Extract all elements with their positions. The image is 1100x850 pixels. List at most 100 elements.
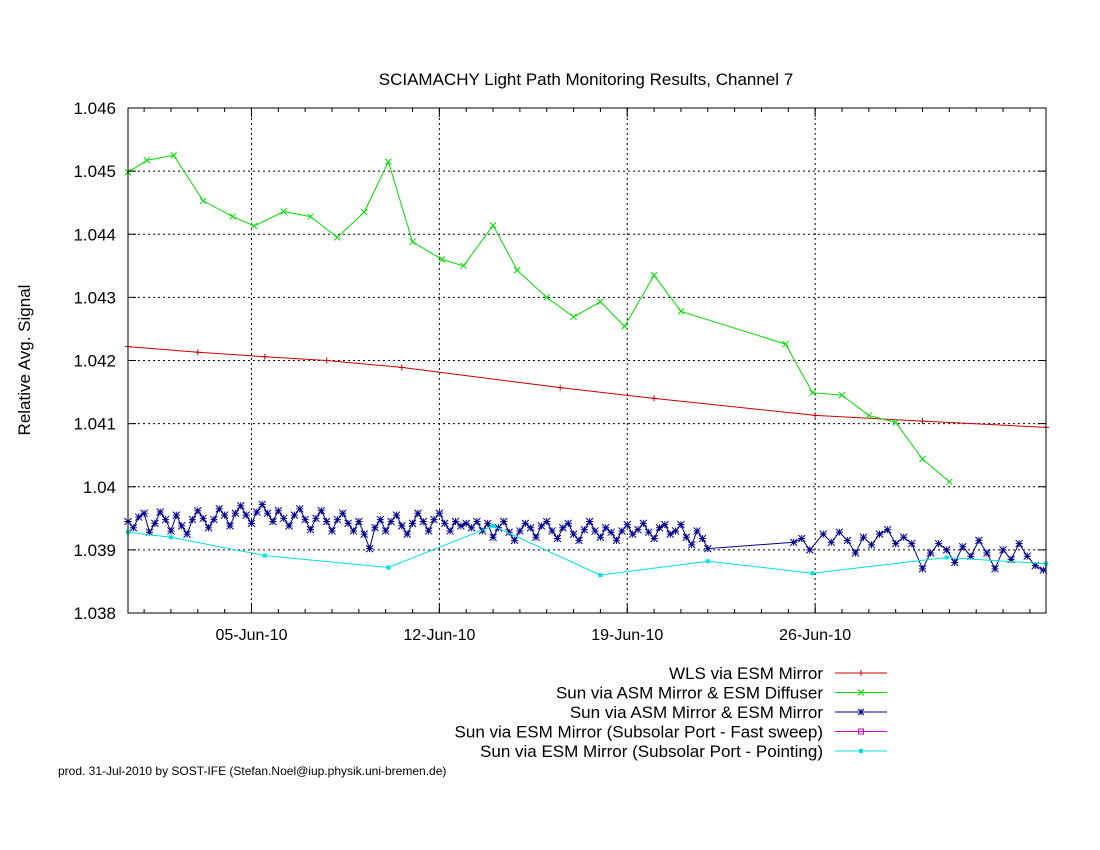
star-marker — [660, 520, 669, 529]
x-marker — [782, 340, 789, 348]
star-marker — [226, 522, 234, 530]
x-marker — [650, 271, 658, 279]
star-marker — [867, 540, 876, 549]
star-marker — [397, 522, 406, 530]
x-tick-label: 05-Jun-10 — [215, 627, 287, 644]
star-marker — [269, 517, 277, 526]
star-marker — [258, 500, 267, 509]
star-marker — [483, 519, 492, 528]
star-marker — [789, 538, 798, 547]
star-marker — [666, 530, 675, 538]
series-line — [127, 525, 1047, 576]
plus-marker — [557, 384, 564, 391]
star-marker — [424, 527, 433, 535]
filled-square-marker — [491, 523, 496, 528]
plus-marker — [919, 418, 926, 425]
star-marker — [1023, 552, 1032, 561]
star-marker — [569, 530, 578, 538]
star-marker — [975, 536, 983, 545]
star-marker — [274, 506, 283, 515]
x-marker — [280, 208, 288, 215]
x-marker — [409, 238, 416, 246]
chart-title: SCIAMACHY Light Path Monitoring Results,… — [379, 70, 794, 89]
star-marker — [494, 523, 503, 532]
star-marker — [698, 534, 707, 543]
star-marker — [907, 539, 916, 548]
star-marker — [478, 527, 487, 535]
star-marker — [575, 536, 583, 545]
star-marker — [365, 544, 374, 553]
star-marker — [950, 558, 959, 567]
star-marker — [687, 540, 696, 549]
star-marker — [537, 522, 546, 530]
filled-square-marker — [168, 535, 173, 540]
star-marker — [263, 509, 272, 518]
star-marker — [236, 501, 245, 510]
star-marker — [301, 515, 310, 524]
star-marker — [612, 536, 621, 545]
star-marker — [381, 527, 390, 535]
star-marker — [252, 508, 261, 516]
star-marker — [580, 525, 589, 534]
star-marker — [446, 527, 454, 535]
x-marker — [677, 307, 685, 315]
star-marker — [639, 519, 648, 528]
star-marker — [655, 523, 664, 532]
star-marker — [1039, 566, 1048, 574]
star-marker — [516, 527, 524, 535]
star-marker — [328, 527, 336, 535]
star-marker — [129, 523, 138, 532]
x-marker — [513, 266, 521, 274]
star-marker — [499, 517, 508, 526]
star-marker — [693, 527, 701, 535]
star-marker — [440, 519, 449, 528]
series-2 — [124, 500, 1048, 574]
x-marker — [307, 213, 314, 220]
y-tick-label: 1.042 — [73, 352, 116, 371]
star-marker — [926, 549, 935, 557]
star-marker — [843, 536, 852, 545]
star-marker — [172, 511, 181, 520]
star-marker — [451, 517, 460, 526]
x-marker — [143, 157, 151, 164]
star-marker — [634, 525, 642, 534]
ticks: 1.038 1.039 1.04 1.041 1.042 1.043 1.044 1.045 1… — [73, 99, 1046, 644]
star-marker — [857, 708, 865, 716]
star-marker — [797, 534, 806, 543]
x-tick-label: 19-Jun-10 — [591, 627, 663, 644]
legend-label: WLS via ESM Mirror — [669, 664, 823, 683]
y-tick-label: 1.041 — [73, 415, 116, 434]
x-marker — [170, 151, 177, 159]
filled-square-marker — [262, 553, 267, 558]
series-line — [127, 346, 1047, 428]
star-marker — [145, 528, 154, 537]
star-marker — [703, 544, 712, 553]
x-marker — [460, 262, 467, 270]
legend-label: Sun via ESM Mirror (Subsolar Port - Poin… — [480, 742, 823, 761]
star-marker — [851, 549, 860, 557]
x-marker — [360, 208, 368, 216]
star-marker — [1031, 561, 1040, 570]
star-marker — [585, 517, 594, 526]
star-marker — [473, 517, 481, 526]
star-marker — [242, 511, 250, 520]
star-marker — [532, 533, 540, 542]
x-marker — [597, 298, 604, 306]
star-marker — [344, 519, 352, 528]
star-marker — [644, 528, 653, 537]
y-tick-label: 1.044 — [73, 225, 116, 244]
star-marker — [150, 519, 159, 528]
star-marker — [859, 533, 868, 542]
star-marker — [623, 520, 632, 529]
y-tick-label: 1.043 — [73, 288, 116, 307]
star-marker — [991, 564, 999, 573]
x-tick-label: 12-Jun-10 — [403, 627, 475, 644]
star-marker — [156, 508, 165, 516]
star-marker — [548, 527, 556, 535]
star-marker — [134, 513, 143, 521]
legend-label: Sun via ASM Mirror & ESM Diffuser — [556, 684, 823, 703]
plus-marker — [398, 364, 405, 371]
x-marker — [385, 158, 392, 166]
star-marker — [215, 504, 224, 513]
